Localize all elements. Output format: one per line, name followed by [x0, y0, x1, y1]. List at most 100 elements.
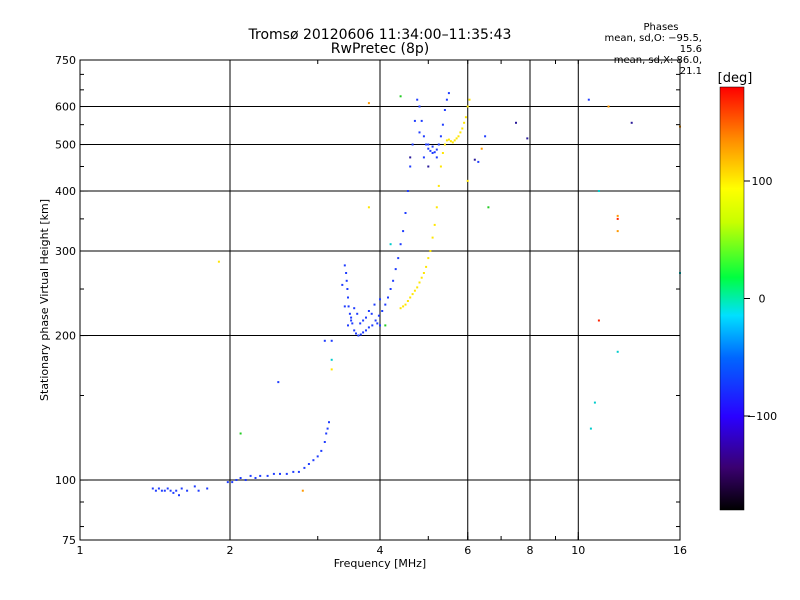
data-points-layer	[151, 92, 681, 497]
data-point	[359, 322, 362, 325]
data-point	[443, 143, 446, 146]
y-axis-label: Stationary phase Virtual Height [km]	[38, 199, 51, 401]
data-point	[348, 312, 351, 315]
data-point	[355, 332, 357, 335]
data-point	[439, 135, 442, 138]
data-point	[323, 441, 326, 443]
data-point	[397, 257, 400, 260]
data-point	[379, 298, 381, 301]
data-point	[435, 206, 438, 209]
data-point	[254, 477, 257, 479]
colorbar-unit-label: [deg]	[718, 71, 753, 86]
data-point	[589, 427, 592, 430]
data-point	[422, 272, 425, 274]
data-point	[365, 316, 367, 319]
data-point	[630, 121, 633, 124]
data-point	[409, 296, 412, 299]
data-point	[330, 339, 333, 342]
data-point	[387, 296, 389, 299]
data-point	[371, 324, 374, 327]
data-point	[316, 455, 319, 458]
data-point	[435, 148, 438, 151]
data-point	[587, 98, 590, 101]
data-point	[607, 105, 610, 108]
data-point	[418, 131, 421, 134]
data-point	[312, 459, 315, 462]
data-point	[197, 489, 200, 492]
data-point	[350, 319, 353, 322]
data-point	[437, 143, 440, 146]
data-point	[404, 212, 407, 214]
phases-o-stats: mean, sd,O: −95.5, 15.6	[604, 33, 702, 55]
data-point	[347, 305, 350, 308]
data-point	[445, 139, 448, 142]
data-point	[323, 339, 326, 342]
data-point	[457, 135, 460, 138]
data-point	[429, 149, 432, 152]
data-point	[455, 137, 458, 140]
data-point	[445, 98, 448, 101]
data-point	[347, 324, 349, 327]
data-point	[597, 190, 600, 192]
data-point	[433, 151, 436, 154]
data-point	[466, 105, 469, 108]
x-tick-label: 2	[227, 544, 234, 557]
data-point	[320, 449, 323, 452]
data-point	[166, 487, 169, 490]
data-point	[425, 143, 428, 146]
data-point	[433, 223, 436, 226]
colorbar-tick-label: 100	[752, 175, 773, 188]
data-point	[402, 230, 405, 233]
y-tick-label: 400	[55, 185, 76, 198]
data-point	[451, 141, 454, 144]
data-point	[404, 303, 407, 306]
data-point	[163, 489, 166, 492]
data-point	[172, 491, 175, 494]
y-tick-label: 750	[55, 54, 76, 67]
data-point	[389, 288, 392, 290]
data-point	[441, 152, 444, 154]
data-point	[399, 307, 402, 310]
data-point	[367, 310, 370, 312]
grid-layer	[80, 60, 680, 540]
x-tick-label: 4	[377, 544, 384, 557]
data-point	[406, 190, 409, 192]
y-tick-label: 100	[55, 474, 76, 487]
data-point	[330, 368, 333, 371]
data-point	[292, 470, 295, 473]
data-point	[231, 481, 234, 484]
data-point	[413, 119, 416, 122]
data-point	[435, 156, 438, 159]
colorbar-ticks: 100 0 −100	[744, 175, 777, 423]
colorbar-tick-label: 0	[759, 293, 766, 306]
data-point	[447, 138, 450, 141]
data-point	[343, 264, 346, 267]
data-point	[367, 326, 370, 329]
y-tick-label: 500	[55, 139, 76, 152]
data-point	[616, 214, 619, 217]
data-point	[420, 119, 423, 122]
data-point	[416, 98, 419, 101]
data-point	[206, 487, 209, 490]
data-point	[169, 489, 172, 492]
data-point	[330, 358, 333, 361]
data-point	[464, 116, 467, 119]
data-point	[463, 121, 466, 124]
data-point	[365, 329, 367, 332]
data-point	[374, 319, 377, 322]
data-point	[239, 432, 242, 435]
data-point	[346, 288, 349, 290]
data-point	[413, 289, 416, 292]
data-point	[353, 307, 356, 310]
data-point	[303, 466, 306, 469]
data-point	[526, 137, 529, 140]
data-point	[353, 329, 356, 332]
data-point	[418, 105, 421, 108]
data-point	[151, 487, 154, 490]
data-point	[359, 333, 362, 336]
data-point	[301, 489, 304, 492]
data-point	[356, 312, 359, 315]
chart-title-line1: Tromsø 20120606 11:34:00–11:35:43	[248, 27, 512, 43]
data-point	[367, 206, 370, 209]
